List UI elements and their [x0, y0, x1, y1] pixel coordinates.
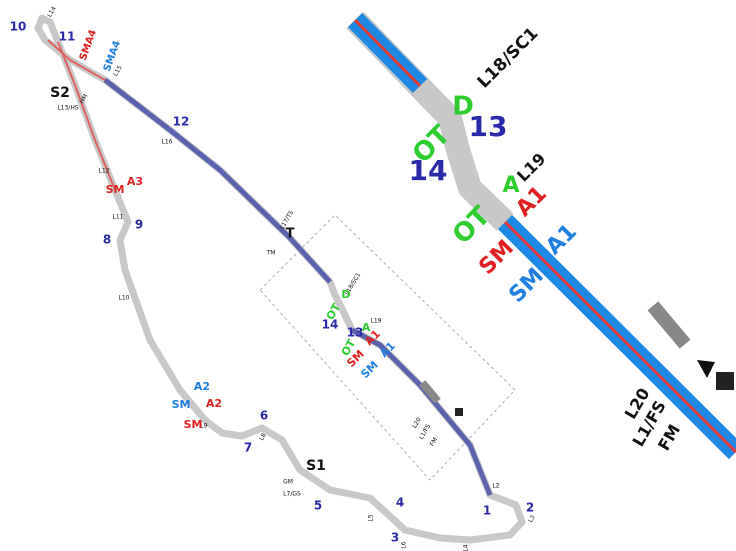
track-label: 13 — [347, 326, 364, 340]
detail-label: FM — [654, 421, 684, 454]
track-label: 3 — [391, 531, 399, 545]
track-label: 11 — [59, 30, 76, 44]
track-label: L7/GS — [283, 491, 301, 498]
pit-lane — [47, 39, 106, 81]
track-label: SM — [358, 358, 381, 381]
track-label: A2 — [206, 397, 222, 410]
track-label: 5 — [314, 499, 322, 513]
track-label: 6 — [260, 409, 268, 423]
track-label: 2 — [526, 501, 534, 515]
track-label: HM — [79, 93, 90, 105]
track-label: L8 — [258, 432, 268, 442]
detail-label: A — [502, 173, 519, 198]
track-label: 1 — [483, 504, 491, 518]
track-label: SMA4 — [78, 28, 99, 62]
detail-label: 14 — [409, 154, 448, 187]
track-label: L5 — [368, 514, 375, 521]
track-label: L14 — [46, 5, 58, 18]
track-label: L3 — [527, 514, 537, 524]
track-label: FM — [429, 437, 439, 448]
track-label: A — [362, 321, 371, 334]
track-label: 4 — [396, 496, 404, 510]
track-label: L19 — [371, 318, 382, 325]
pit-lane — [57, 41, 116, 191]
track-label: SM — [184, 418, 203, 431]
track-surface — [34, 14, 526, 544]
track-label: L6 — [401, 541, 408, 548]
track-label: T — [286, 227, 295, 242]
track-label: GM — [283, 479, 293, 486]
detail-pit — [503, 220, 736, 454]
track-label: 8 — [103, 233, 111, 247]
track-label: L20 — [411, 416, 423, 429]
track-label: 14 — [322, 318, 339, 332]
track-label: L13/HS — [57, 105, 79, 112]
track-label: SM — [172, 398, 191, 411]
track-label: A3 — [127, 175, 143, 188]
track-label: 9 — [135, 218, 143, 232]
track-label: L9 — [200, 423, 207, 430]
track-label: L15 — [112, 64, 124, 77]
track-label: L12 — [99, 168, 110, 175]
track-label: A2 — [194, 380, 210, 393]
track-label: L4 — [463, 544, 470, 551]
track-label: L1/FS — [418, 423, 432, 441]
track-label: D — [341, 288, 350, 301]
detail-label: D — [452, 92, 474, 122]
track-label: SM — [106, 183, 125, 196]
drs-zone — [103, 78, 332, 284]
track-label: 7 — [244, 441, 252, 455]
track-label: 12 — [173, 115, 190, 129]
track-label: S2 — [50, 85, 70, 101]
detail-label: L18/SC1 — [474, 24, 543, 93]
track-label: L16 — [162, 139, 173, 146]
track-label: L11 — [113, 214, 124, 221]
detail-pit — [353, 18, 422, 88]
track-label: S1 — [306, 458, 326, 474]
track-label: 10 — [10, 20, 27, 34]
zoom-box — [259, 214, 516, 481]
detail-label: 13 — [469, 110, 508, 143]
track-label: L2 — [492, 483, 499, 490]
track-label: L10 — [119, 295, 130, 302]
track-label: TM — [266, 250, 276, 257]
car-icon — [419, 301, 734, 416]
